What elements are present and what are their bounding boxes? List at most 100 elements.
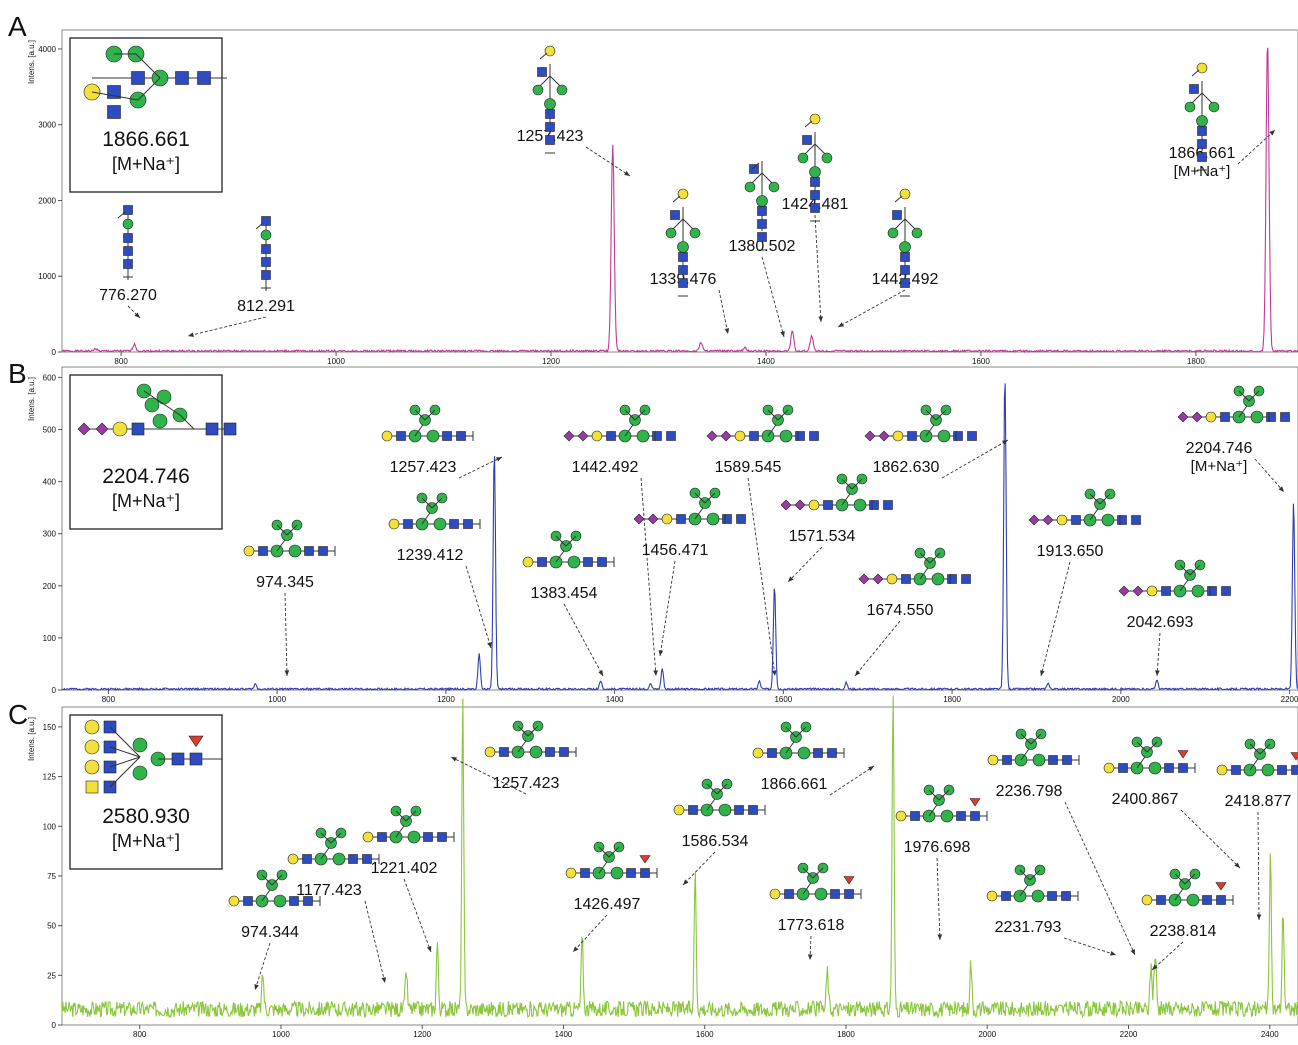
hexose-circle-icon: [986, 890, 998, 902]
glycan-bond: [1089, 493, 1101, 505]
glycan-structure-icon: [484, 720, 577, 759]
glcnac-square-icon: [175, 71, 189, 85]
peak-label: 1862.630: [873, 459, 940, 476]
glcnac-square-icon: [830, 889, 840, 899]
arrow-head-icon: [653, 670, 658, 676]
glycan-bond: [919, 552, 931, 564]
hexose-circle-icon: [937, 429, 951, 443]
sialic-acid-diamond-icon: [794, 499, 806, 511]
glcnac-square-icon: [883, 500, 893, 510]
glcnac-square-icon: [900, 265, 910, 275]
hexose-circle-icon: [665, 227, 677, 239]
hexose-circle-icon: [332, 852, 346, 866]
arrow-head-icon: [1269, 130, 1275, 136]
plot-frame: [61, 706, 1298, 1026]
peak-label: 1257.423: [493, 775, 560, 792]
glycan-bond: [117, 211, 126, 219]
glcnac-square-icon: [537, 67, 547, 77]
x-tick-label: 1000: [272, 1030, 290, 1039]
annotation-arrow: [1064, 801, 1136, 956]
y-tick-label: 500: [43, 426, 57, 435]
peak-label: 1976.698: [904, 839, 971, 856]
glcnac-square-icon: [1197, 152, 1207, 162]
glycan-structure-icon: [895, 784, 988, 823]
hexose-circle-icon: [769, 888, 781, 900]
x-tick-label: 1400: [606, 695, 624, 704]
glcnac-square-icon: [1220, 412, 1230, 422]
glycan-bond: [1184, 873, 1196, 885]
glcnac-square-icon: [1131, 515, 1141, 525]
sialic-acid-diamond-icon: [780, 499, 792, 511]
hexose-circle-icon: [899, 241, 911, 253]
glcnac-square-icon: [303, 896, 313, 906]
sialic-acid-diamond-icon: [878, 430, 890, 442]
hexose-circle-icon: [591, 430, 603, 442]
glycan-bond: [935, 409, 947, 421]
annotation-arrow: [364, 900, 386, 984]
glcnac-square-icon: [1062, 755, 1072, 765]
glcnac-square-icon: [1221, 586, 1231, 596]
hexose-circle-icon: [1101, 513, 1115, 527]
glycan-bond: [143, 390, 181, 416]
glcnac-square-icon: [1178, 763, 1188, 773]
glycan-bond: [1191, 69, 1200, 77]
hexose-circle-icon: [532, 84, 544, 96]
peak-label: 974.345: [256, 574, 314, 591]
hexose-circle-icon: [544, 45, 556, 57]
glcnac-square-icon: [377, 832, 387, 842]
glycan-bond: [555, 535, 567, 547]
glcnac-square-icon: [545, 109, 555, 119]
glycan-bond: [137, 77, 161, 101]
arrow-head-icon: [1110, 951, 1116, 956]
y-tick-label: 0: [52, 686, 57, 695]
annotation-arrow: [284, 592, 288, 677]
hexose-circle-icon: [1056, 514, 1068, 526]
hexose-circle-icon: [886, 573, 898, 585]
annotation-arrow: [1254, 458, 1285, 493]
arrow-head-icon: [381, 977, 386, 983]
glcnac-square-icon: [795, 431, 805, 441]
arrow-head-icon: [1256, 914, 1262, 920]
glcnac-square-icon: [1161, 586, 1171, 596]
arrow-head-icon: [624, 171, 630, 176]
glcnac-square-icon: [844, 889, 854, 899]
x-tick-label: 2000: [978, 1030, 996, 1039]
glcnac-square-icon: [123, 205, 133, 215]
glcnac-square-icon: [1280, 412, 1290, 422]
hexose-circle-icon: [809, 113, 821, 125]
x-tick-label: 2000: [1112, 695, 1130, 704]
annotation-arrow: [640, 477, 657, 677]
hexose-circle-icon: [1103, 762, 1115, 774]
glycan-bond: [261, 874, 273, 886]
glcnac-square-icon: [318, 546, 328, 556]
annotation-arrow: [718, 289, 729, 335]
arrow-head-icon: [658, 650, 664, 656]
glycan-bond: [795, 726, 807, 738]
glycan-bond: [424, 409, 436, 421]
spectrum-panel: 0 1000 2000 3000 4000 800 1000 1200 1400 1600 1800…: [8, 11, 1298, 366]
annotation-arrow: [829, 765, 875, 796]
glcnac-square-icon: [678, 278, 688, 288]
glycan-bond: [1179, 564, 1191, 576]
annotation-arrow: [563, 603, 604, 677]
plot-frame: [61, 366, 1298, 691]
y-tick-label: 3000: [38, 121, 56, 130]
glcnac-square-icon: [189, 752, 203, 766]
hexose-circle-icon: [260, 229, 272, 241]
arrow-head-icon: [807, 954, 813, 960]
sialic-acid-diamond-icon: [1132, 585, 1144, 597]
glcnac-square-icon: [499, 747, 509, 757]
spectrum-trace: [61, 383, 1298, 692]
panel-letter: A: [8, 11, 27, 42]
glycan-bond: [1248, 390, 1260, 402]
x-tick-label: 1200: [437, 695, 455, 704]
x-tick-label: 1600: [696, 1030, 714, 1039]
glcnac-square-icon: [403, 519, 413, 529]
glycan-bond: [1146, 741, 1158, 753]
glycan-structure-icon: [665, 188, 701, 297]
glcnac-square-icon: [1001, 891, 1011, 901]
hexose-circle-icon: [1191, 584, 1205, 598]
glcnac-square-icon: [784, 889, 794, 899]
hexose-circle-icon: [522, 556, 534, 568]
glcnac-square-icon: [907, 431, 917, 441]
